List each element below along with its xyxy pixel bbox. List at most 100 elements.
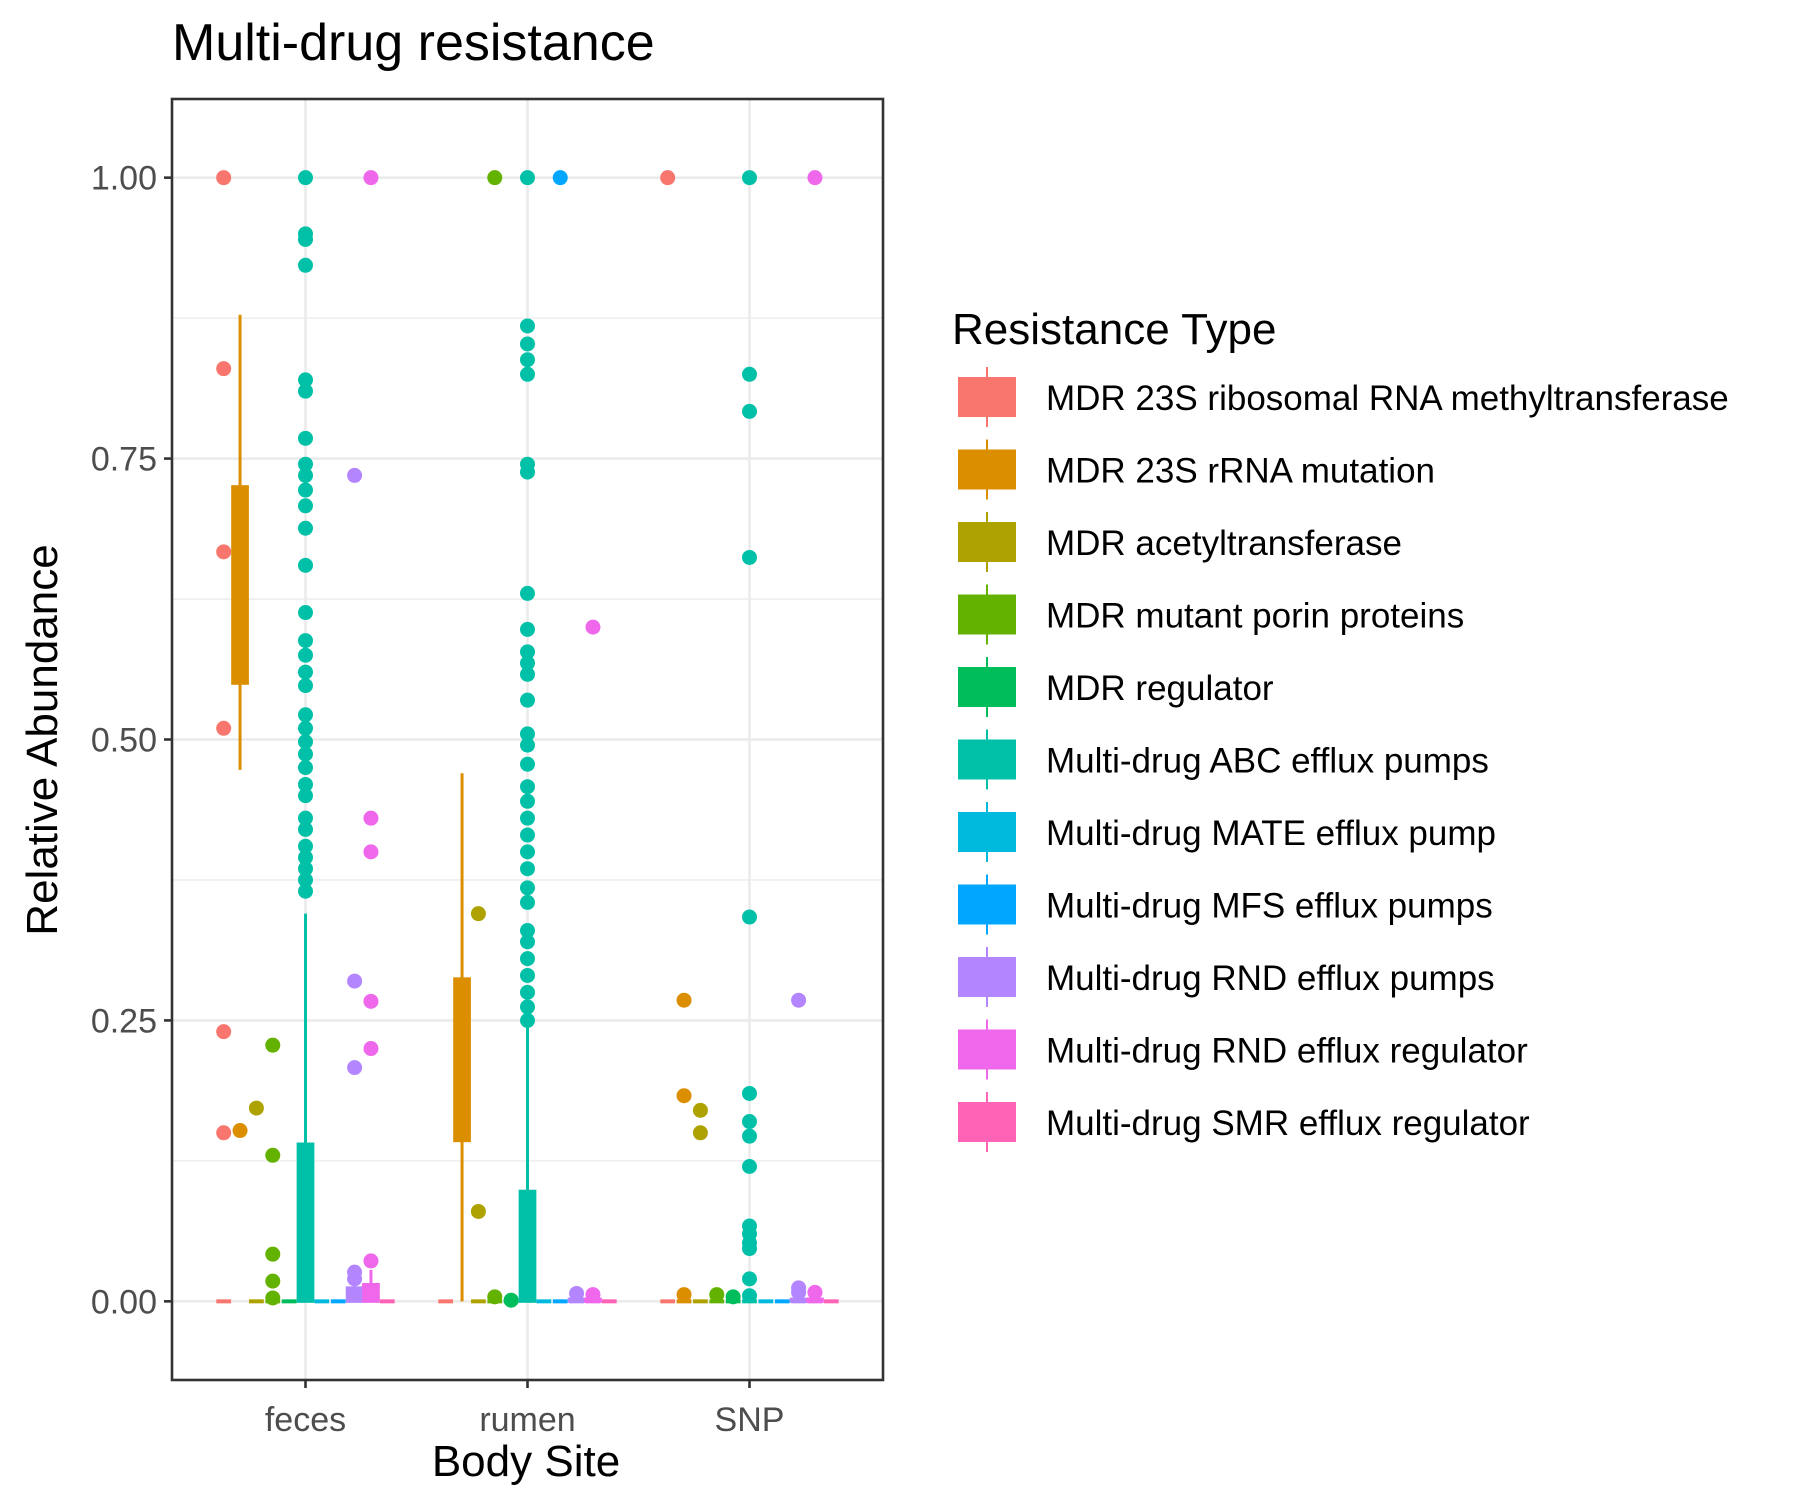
outlier-point <box>298 810 313 826</box>
legend-key <box>958 812 1016 852</box>
outlier-point <box>298 557 313 573</box>
outlier-point <box>298 838 313 854</box>
outlier-point <box>298 383 313 399</box>
outlier-point <box>552 170 568 186</box>
legend-item: MDR 23S ribosomal RNA methyltransferase <box>958 367 1729 427</box>
legend-item: MDR mutant porin proteins <box>958 584 1464 645</box>
legend-label: Multi-drug SMR efflux regulator <box>1046 1104 1530 1143</box>
outlier-point <box>265 1290 281 1306</box>
outlier-point <box>520 655 535 671</box>
outlier-point <box>347 973 363 989</box>
legend-label: MDR mutant porin proteins <box>1046 597 1464 636</box>
outlier-point <box>298 861 313 877</box>
box <box>296 1142 315 1303</box>
outlier-point <box>347 1060 363 1076</box>
box-1-4 <box>503 1292 519 1308</box>
outlier-point <box>742 1128 757 1144</box>
box-1-7 <box>552 170 568 1304</box>
legend-key <box>958 739 1016 780</box>
y-tick-label: 0.75 <box>91 441 157 479</box>
legend-key <box>958 377 1016 417</box>
legend-key <box>958 1029 1016 1070</box>
outlier-point <box>347 1271 363 1287</box>
outlier-point <box>363 993 379 1009</box>
outlier-point <box>265 1147 281 1163</box>
outlier-point <box>520 1012 535 1028</box>
box-1-9 <box>584 619 602 1304</box>
box <box>345 1286 364 1303</box>
outlier-point <box>520 756 535 772</box>
outlier-point <box>298 257 313 273</box>
outlier-point <box>520 934 535 950</box>
outlier-point <box>742 1241 757 1257</box>
outlier-point <box>520 923 535 939</box>
outlier-point <box>232 1123 248 1139</box>
box-2-9 <box>806 170 824 1304</box>
y-axis: 0.00 0.25 0.50 0.75 1.00 <box>91 160 172 1321</box>
legend-item: MDR regulator <box>958 657 1274 717</box>
outlier-point <box>298 678 313 694</box>
outlier-point <box>742 1114 757 1130</box>
legend-key <box>958 957 1016 997</box>
outlier-point <box>298 170 313 186</box>
outlier-point <box>791 1284 807 1300</box>
outlier-point <box>520 352 535 368</box>
outlier-point <box>692 1102 708 1118</box>
outlier-point <box>363 170 379 186</box>
outlier-point <box>791 992 807 1008</box>
box-2-3 <box>709 1287 725 1304</box>
legend: Resistance Type MDR 23S ribosomal RNA me… <box>952 305 1729 1152</box>
legend-label: Multi-drug ABC efflux pumps <box>1046 742 1489 781</box>
outlier-point <box>298 498 313 514</box>
outlier-point <box>520 880 535 896</box>
outlier-point <box>487 170 503 186</box>
outlier-point <box>742 1288 757 1304</box>
outlier-point <box>807 1284 823 1300</box>
outlier-point <box>520 984 535 1000</box>
outlier-point <box>248 1100 264 1116</box>
y-tick-label: 1.00 <box>91 160 157 198</box>
legend-item: Multi-drug MATE efflux pump <box>958 802 1496 862</box>
outlier-point <box>363 1041 379 1057</box>
y-tick-label: 0.25 <box>91 1002 157 1040</box>
outlier-point <box>216 1024 232 1040</box>
legend-key <box>958 884 1016 925</box>
plot-area <box>170 97 885 1382</box>
outlier-point <box>347 467 363 483</box>
y-tick-label: 0.00 <box>91 1283 157 1321</box>
outlier-point <box>265 1037 281 1053</box>
outlier-point <box>298 664 313 680</box>
y-tick-label: 0.50 <box>91 722 157 760</box>
outlier-point <box>676 1088 692 1104</box>
outlier-point <box>216 361 232 377</box>
outlier-point <box>742 170 757 186</box>
outlier-point <box>520 666 535 682</box>
outlier-point <box>298 883 313 899</box>
outlier-point <box>742 403 757 419</box>
box-2-8 <box>789 992 808 1304</box>
outlier-point <box>216 544 232 560</box>
box-0-0 <box>216 170 232 1304</box>
box-0-8 <box>345 467 364 1303</box>
outlier-point <box>520 737 535 753</box>
outlier-point <box>725 1289 741 1305</box>
legend-label: Multi-drug RND efflux regulator <box>1046 1032 1528 1071</box>
legend-item: MDR acetyltransferase <box>958 512 1402 572</box>
y-axis-label: Relative Abundance <box>18 544 67 935</box>
legend-item: Multi-drug SMR efflux regulator <box>958 1092 1530 1152</box>
box-2-1 <box>676 992 692 1304</box>
outlier-point <box>298 821 313 837</box>
outlier-point <box>520 170 535 186</box>
outlier-point <box>520 779 535 795</box>
outlier-point <box>298 647 313 663</box>
box <box>518 1189 537 1303</box>
x-tick-label: feces <box>265 1401 346 1439</box>
legend-title: Resistance Type <box>952 305 1276 354</box>
outlier-point <box>363 1253 379 1269</box>
outlier-point <box>298 633 313 649</box>
outlier-point <box>585 619 601 635</box>
outlier-point <box>709 1287 725 1303</box>
outlier-point <box>520 999 535 1015</box>
box-1-8 <box>567 1285 586 1304</box>
